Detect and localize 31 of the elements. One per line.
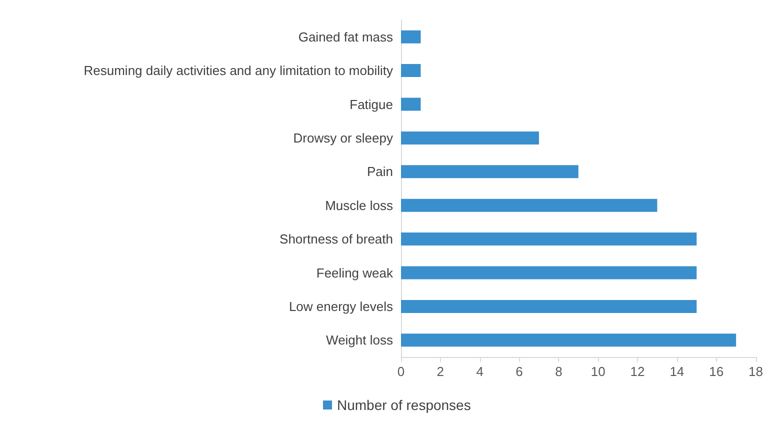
x-tick-label: 18 (748, 364, 764, 379)
y-tick-label: Pain (366, 164, 393, 180)
bar (401, 300, 697, 313)
x-tick-label: 16 (709, 364, 724, 379)
y-tick-label: Low energy levels (288, 298, 394, 314)
y-tick-label: Feeling weak (316, 265, 394, 280)
bar (401, 232, 697, 246)
bar (401, 198, 658, 212)
legend-label: Number of responses (337, 397, 471, 413)
y-tick-label: Fatigue (350, 96, 393, 112)
bar (401, 131, 539, 144)
bar (401, 30, 421, 44)
y-tick-label: Weight loss (326, 332, 394, 348)
y-tick-label: Resuming daily activities and any limitation to mobility (84, 63, 394, 78)
x-tick-label: 8 (555, 364, 562, 379)
y-tick-label: Muscle loss (325, 198, 394, 213)
x-tick-label: 10 (590, 364, 606, 379)
x-tick-label: 0 (397, 364, 405, 379)
bar (401, 64, 421, 78)
y-tick-label: Shortness of breath (280, 232, 393, 247)
x-tick-label: 12 (630, 364, 645, 379)
bar (401, 334, 736, 347)
x-tick-label: 14 (670, 364, 684, 379)
y-tick-label: Drowsy or sleepy (293, 130, 394, 146)
bar (401, 98, 421, 111)
bar (401, 266, 697, 280)
bar (401, 165, 578, 178)
y-tick-label: Gained fat mass (298, 29, 394, 44)
x-tick-label: 6 (516, 364, 523, 379)
x-tick-label: 4 (476, 364, 484, 379)
x-tick-label: 2 (436, 364, 444, 379)
